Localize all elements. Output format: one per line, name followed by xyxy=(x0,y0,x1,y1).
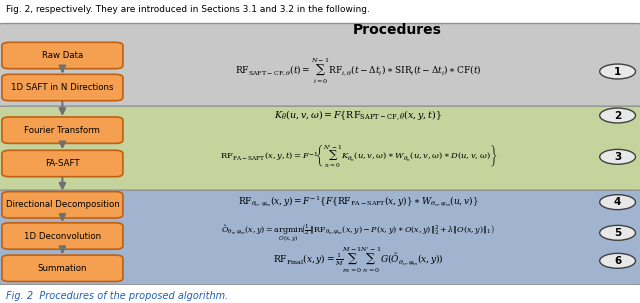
FancyBboxPatch shape xyxy=(2,42,123,69)
Text: Procedures: Procedures xyxy=(353,23,441,37)
Text: 3: 3 xyxy=(614,152,621,162)
Text: Raw Data: Raw Data xyxy=(42,51,83,60)
FancyBboxPatch shape xyxy=(0,24,640,112)
FancyBboxPatch shape xyxy=(2,223,123,249)
FancyBboxPatch shape xyxy=(0,106,640,193)
FancyBboxPatch shape xyxy=(0,190,640,285)
Text: 2: 2 xyxy=(614,111,621,121)
Text: $\mathrm{RF}_{\mathrm{SAFT-CF},\theta}(t) = \sum_{i=0}^{N-1} \mathrm{RF}_{i,\the: $\mathrm{RF}_{\mathrm{SAFT-CF},\theta}(t… xyxy=(235,57,482,86)
Text: Fig. 2, respectively. They are introduced in Sections 3.1 and 3.2 in the followi: Fig. 2, respectively. They are introduce… xyxy=(6,5,371,14)
Circle shape xyxy=(600,195,636,210)
Text: $\mathrm{RF}_{\mathrm{FA-SAFT}}(x, y, t) = F^{-1}\!\left\{\sum_{n=0}^{N^{\prime}: $\mathrm{RF}_{\mathrm{FA-SAFT}}(x, y, t)… xyxy=(220,144,497,170)
Text: $\mathrm{RF}_{\mathrm{Final}}(x, y) = \frac{1}{M}\sum_{m=0}^{M-1}\sum_{n=0}^{N^{: $\mathrm{RF}_{\mathrm{Final}}(x, y) = \f… xyxy=(273,246,444,275)
Text: FA-SAFT: FA-SAFT xyxy=(45,159,80,168)
FancyBboxPatch shape xyxy=(2,150,123,177)
Text: $K_{\theta}(u, v, \omega) = F\{\mathrm{RF}_{\mathrm{SAFT-CF},\theta}(x, y, t)\}$: $K_{\theta}(u, v, \omega) = F\{\mathrm{R… xyxy=(275,108,442,122)
FancyBboxPatch shape xyxy=(2,191,123,218)
FancyBboxPatch shape xyxy=(2,74,123,101)
Text: 1D Deconvolution: 1D Deconvolution xyxy=(24,231,101,241)
Text: 6: 6 xyxy=(614,256,621,266)
FancyBboxPatch shape xyxy=(2,117,123,143)
Text: 1D SAFT in N Directions: 1D SAFT in N Directions xyxy=(11,83,114,92)
Text: $\mathrm{RF}_{\theta_n,\varphi_m}(x, y) = F^{-1}\{F\{\mathrm{RF}_{\mathrm{FA-SAF: $\mathrm{RF}_{\theta_n,\varphi_m}(x, y) … xyxy=(238,195,479,209)
Circle shape xyxy=(600,253,636,268)
Circle shape xyxy=(600,108,636,123)
Text: Fig. 2  Procedures of the proposed algorithm.: Fig. 2 Procedures of the proposed algori… xyxy=(6,291,228,301)
Text: 1: 1 xyxy=(614,66,621,77)
Text: 4: 4 xyxy=(614,197,621,207)
Circle shape xyxy=(600,64,636,79)
Circle shape xyxy=(600,149,636,164)
Circle shape xyxy=(600,225,636,240)
Text: Summation: Summation xyxy=(38,264,87,273)
Text: Fourier Transform: Fourier Transform xyxy=(24,126,100,135)
Text: Directional Decomposition: Directional Decomposition xyxy=(6,200,119,209)
Text: $\hat{O}_{\theta_n,\varphi_m}(x, y) = \underset{O(x,y)}{\mathrm{argmin}}\!\left(: $\hat{O}_{\theta_n,\varphi_m}(x, y) = \u… xyxy=(221,222,495,243)
Text: 5: 5 xyxy=(614,228,621,238)
FancyBboxPatch shape xyxy=(2,255,123,281)
